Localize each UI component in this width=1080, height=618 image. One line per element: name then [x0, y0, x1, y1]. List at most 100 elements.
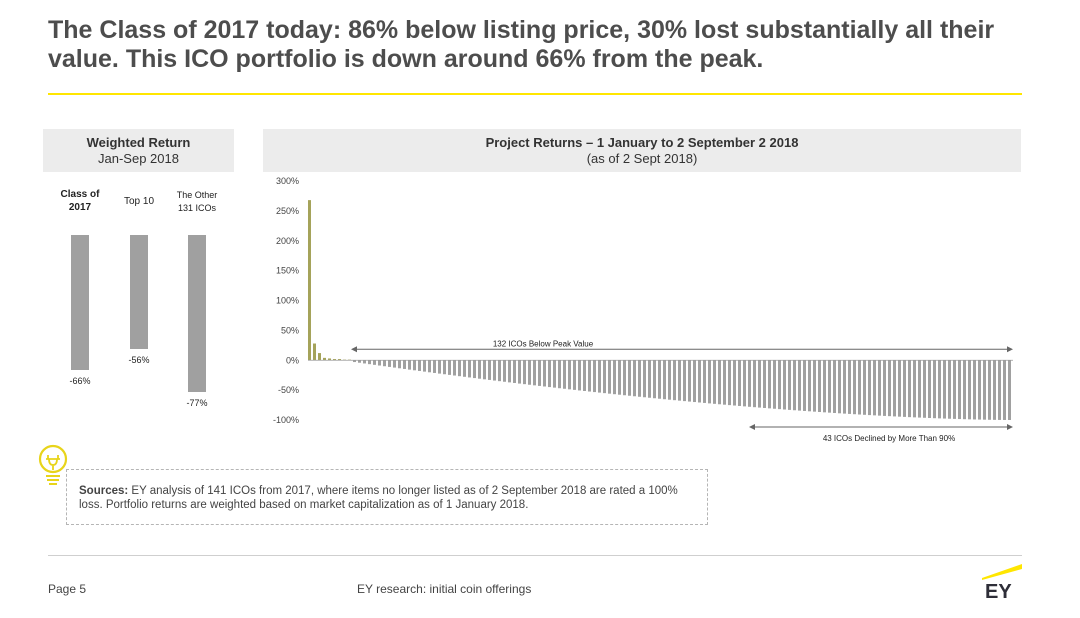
project-return-bar — [968, 360, 971, 420]
project-return-bar — [483, 360, 486, 380]
project-return-bar — [463, 360, 466, 377]
project-return-bar — [603, 360, 606, 394]
project-return-bar — [438, 360, 441, 374]
project-return-bar — [893, 360, 896, 417]
project-return-bar — [358, 360, 361, 363]
project-return-bar — [473, 360, 476, 379]
project-return-bar — [903, 360, 906, 417]
project-return-bar — [723, 360, 726, 405]
slide-title: The Class of 2017 today: 86% below listi… — [48, 16, 995, 73]
weighted-category-label: Top 10 — [123, 196, 155, 207]
project-return-bar — [543, 360, 546, 387]
y-tick-label: 200% — [276, 236, 299, 246]
project-return-bar — [353, 360, 356, 363]
project-return-bar — [363, 360, 366, 364]
project-return-bar — [368, 360, 371, 365]
y-tick-label: 100% — [276, 296, 299, 306]
project-return-bar — [618, 360, 621, 395]
project-return-bar — [678, 360, 681, 401]
project-return-bar — [703, 360, 706, 403]
project-return-bar — [778, 360, 781, 410]
project-return-bar — [553, 360, 556, 388]
project-return-bar — [938, 360, 941, 419]
title-divider — [48, 93, 1022, 95]
project-return-bar — [388, 360, 391, 367]
sources-text: EY analysis of 141 ICOs from 2017, where… — [79, 485, 678, 511]
ey-logo-beam — [982, 564, 1022, 580]
project-returns-title: Project Returns – 1 January to 2 Septemb… — [485, 135, 799, 150]
project-return-bar — [493, 360, 496, 381]
project-return-bar — [823, 360, 826, 413]
project-return-bar — [973, 360, 976, 420]
project-return-bar — [738, 360, 741, 406]
weighted-return-title: Weighted Return — [86, 135, 191, 150]
project-return-bar — [878, 360, 881, 416]
y-tick-label: 150% — [276, 266, 299, 276]
ey-logo-text: EY — [985, 581, 1012, 603]
project-return-bar — [693, 360, 696, 403]
y-tick-label: -100% — [273, 415, 299, 425]
project-return-bar — [503, 360, 506, 382]
project-return-bar — [478, 360, 481, 379]
project-return-bar — [868, 360, 871, 416]
project-return-bar — [863, 360, 866, 415]
sources-box: Sources: EY analysis of 141 ICOs from 20… — [66, 469, 708, 525]
project-return-bar — [853, 360, 856, 415]
declined-arrow-left-head — [749, 424, 755, 430]
project-return-bar — [523, 360, 526, 385]
project-return-bar — [508, 360, 511, 383]
project-return-bar — [713, 360, 716, 404]
project-return-bar — [978, 360, 981, 420]
y-tick-label: 250% — [276, 206, 299, 216]
project-return-bar — [668, 360, 671, 400]
y-tick-label: -50% — [278, 385, 299, 395]
project-return-bar — [793, 360, 796, 411]
project-return-bar — [408, 360, 411, 370]
project-return-bar — [923, 360, 926, 418]
project-return-bar — [653, 360, 656, 399]
project-return-bar — [753, 360, 756, 408]
project-return-bar — [658, 360, 661, 399]
project-return-bar — [1003, 360, 1006, 420]
project-return-bar — [398, 360, 401, 369]
project-return-bar — [333, 359, 336, 361]
project-return-bar — [873, 360, 876, 416]
project-return-bar — [733, 360, 736, 406]
project-return-bar — [448, 360, 451, 375]
project-return-bar — [988, 360, 991, 420]
project-return-bar — [328, 358, 331, 361]
project-return-bar — [538, 360, 541, 386]
project-return-bar — [843, 360, 846, 414]
project-return-bar — [998, 360, 1001, 420]
below-peak-arrow-left-head — [351, 346, 357, 353]
project-return-bar — [838, 360, 841, 414]
project-return-bar — [533, 360, 536, 386]
project-return-bar — [758, 360, 761, 408]
project-return-bar — [378, 360, 381, 366]
project-return-bar — [338, 359, 341, 361]
project-return-bar — [468, 360, 471, 378]
project-return-bar — [663, 360, 666, 400]
project-returns-subtitle: (as of 2 Sept 2018) — [586, 151, 698, 166]
ey-logo: EY — [982, 564, 1022, 603]
project-return-bar — [833, 360, 836, 413]
project-return-bar — [613, 360, 616, 395]
project-return-bar — [323, 357, 326, 361]
lightbulb-icon — [38, 444, 68, 485]
project-return-bar — [578, 360, 581, 391]
weighted-return-subtitle: Jan-Sep 2018 — [98, 151, 179, 166]
project-return-bar — [698, 360, 701, 403]
project-return-bar — [418, 360, 421, 371]
project-return-bar — [423, 360, 426, 372]
project-return-bar — [768, 360, 771, 409]
project-return-bar — [633, 360, 636, 397]
project-return-bar — [458, 360, 461, 377]
project-return-bar — [313, 343, 316, 361]
project-return-bar — [518, 360, 521, 384]
project-return-bar — [428, 360, 431, 373]
y-tick-label: 50% — [281, 325, 299, 335]
project-return-bar — [588, 360, 591, 392]
project-return-bar — [528, 360, 531, 385]
weighted-return-header: Weighted Return Jan-Sep 2018 — [43, 129, 234, 172]
page-number: Page 5 — [48, 582, 87, 596]
